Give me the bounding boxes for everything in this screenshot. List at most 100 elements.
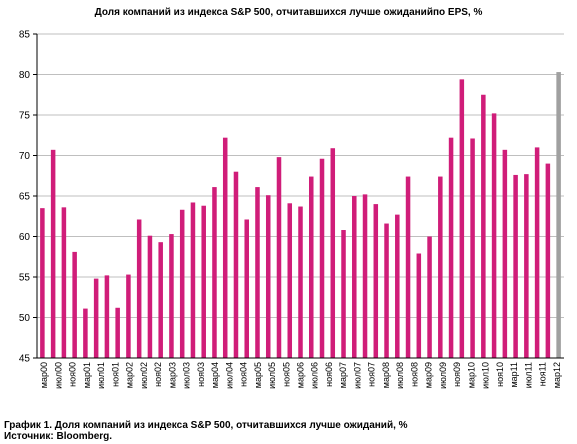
x-tick-label: ноя03	[196, 362, 206, 387]
source-note: Источник: Bloomberg.	[4, 431, 113, 442]
bar	[427, 236, 432, 358]
x-tick-label: июл04	[224, 362, 234, 389]
bar	[459, 79, 465, 359]
bar	[524, 174, 529, 358]
bar	[384, 223, 389, 358]
x-tick-label: мар09	[424, 362, 434, 388]
x-tick-label: мар01	[82, 362, 92, 388]
x-tick-label: мар02	[125, 362, 135, 388]
x-tick-label: мар05	[253, 362, 263, 388]
bar	[40, 208, 45, 358]
gridlines	[37, 33, 564, 318]
x-tick-label: мар00	[39, 362, 49, 388]
bar	[534, 147, 540, 358]
bar-chart: 45 50 55 60 65 70 75 80 85 мар00 июл00 ноя00 мар01 ию…	[19, 30, 564, 389]
x-tick-label: ноя00	[68, 362, 78, 387]
bars	[40, 72, 561, 359]
y-tick-label: 45	[19, 354, 31, 365]
bar	[448, 137, 454, 358]
x-tick-label: мар12	[552, 362, 562, 388]
bar	[438, 176, 443, 358]
bar	[265, 195, 271, 358]
bar	[287, 203, 293, 358]
x-tick-label: ноя04	[239, 362, 249, 387]
bar	[352, 196, 357, 358]
x-tick-label: июл05	[267, 362, 277, 389]
tick-labels: 45 50 55 60 65 70 75 80 85 мар00 июл00 ноя00 мар01 ию…	[19, 30, 562, 389]
bar	[491, 113, 497, 358]
bar	[330, 148, 336, 358]
bar	[481, 94, 486, 358]
y-tick-label: 75	[19, 111, 31, 122]
x-tick-label: мар06	[296, 362, 306, 388]
chart-title: Доля компаний из индекса S&P 500, отчита…	[94, 7, 483, 18]
bar	[179, 209, 185, 358]
bar	[341, 230, 346, 358]
bar	[502, 149, 508, 358]
y-tick-label: 80	[19, 70, 31, 81]
bar	[373, 204, 379, 358]
bar	[190, 202, 196, 358]
bar	[115, 307, 120, 358]
bar	[212, 187, 217, 358]
x-tick-label: июл02	[139, 362, 149, 389]
y-tick-label: 85	[19, 30, 31, 41]
figure-caption: График 1. Доля компаний из индекса S&P 5…	[4, 420, 408, 431]
x-tick-label: июл06	[310, 362, 320, 389]
bar	[147, 235, 153, 358]
x-tick-label: июл10	[481, 362, 491, 389]
bar	[222, 137, 228, 358]
x-tick-label: ноя11	[538, 362, 548, 386]
bar	[319, 158, 325, 358]
bar	[255, 187, 260, 358]
bar	[556, 72, 561, 358]
x-tick-label: июл07	[352, 362, 362, 389]
x-tick-label: мар11	[509, 362, 519, 388]
bar	[395, 214, 400, 358]
x-tick-label: июл11	[523, 362, 533, 388]
x-tick-label: мар08	[381, 362, 391, 388]
x-tick-label: июл00	[53, 362, 63, 389]
bar	[50, 149, 56, 358]
bar	[158, 242, 163, 358]
bar	[545, 163, 551, 358]
bar	[513, 174, 518, 358]
x-tick-label: июл01	[96, 362, 106, 389]
x-tick-label: мар03	[167, 362, 177, 388]
bar	[276, 157, 282, 358]
y-tick-label: 60	[19, 232, 31, 243]
x-tick-label: июл09	[438, 362, 448, 389]
x-tick-label: июл03	[182, 362, 192, 389]
bar	[72, 251, 77, 358]
bar	[309, 176, 314, 358]
x-tick-label: ноя02	[153, 362, 163, 387]
bar	[104, 275, 110, 358]
bar	[416, 253, 422, 358]
x-tick-label: ноя06	[324, 362, 334, 387]
bar	[244, 219, 249, 358]
y-tick-label: 50	[19, 313, 31, 324]
x-tick-label: ноя09	[452, 362, 462, 387]
bar	[83, 308, 88, 358]
bar	[169, 234, 174, 358]
y-tick-label: 55	[19, 273, 31, 284]
x-tick-label: ноя05	[281, 362, 291, 387]
x-tick-label: июл08	[395, 362, 405, 389]
bar	[126, 274, 131, 358]
bar	[470, 138, 475, 358]
y-tick-label: 65	[19, 192, 31, 203]
x-tick-label: ноя08	[409, 362, 419, 387]
bar	[136, 219, 142, 358]
bar	[61, 207, 67, 358]
bar	[201, 205, 206, 358]
x-tick-label: ноя07	[367, 362, 377, 387]
x-tick-label: мар10	[466, 362, 476, 388]
bar	[362, 194, 368, 358]
y-tick-label: 70	[19, 151, 31, 162]
axes	[33, 33, 564, 359]
x-tick-label: ноя01	[110, 362, 120, 387]
bar	[405, 176, 411, 358]
x-tick-label: мар04	[210, 362, 220, 388]
x-tick-label: ноя10	[495, 362, 505, 387]
bar	[298, 206, 303, 358]
